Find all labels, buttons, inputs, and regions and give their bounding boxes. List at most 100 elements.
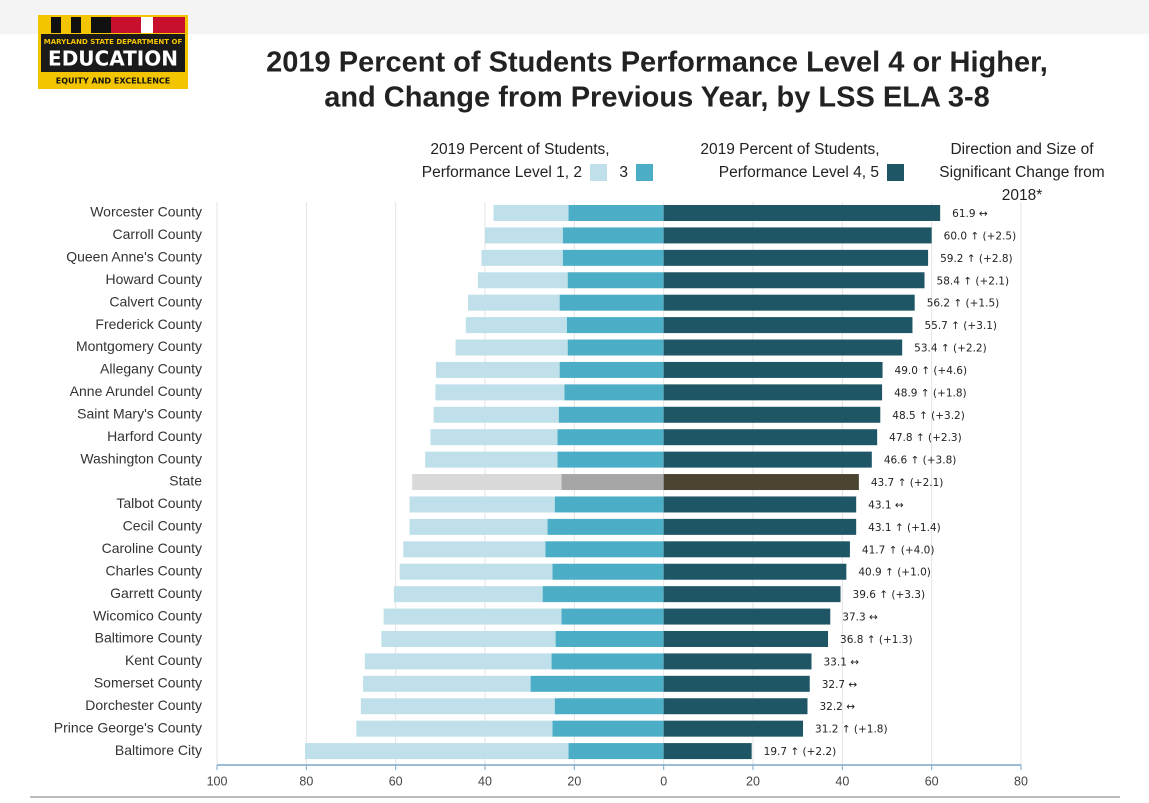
x-tick-label: 20 [746,774,760,788]
category-label: Prince George's County [54,719,202,735]
category-label: Wicomico County [93,607,202,623]
category-label: Talbot County [116,495,202,511]
value-label: 46.6 ↑ (+3.8) [884,455,957,467]
bar-segment [663,518,857,535]
bar-segment [381,630,556,647]
bar-segment [530,675,664,692]
bar-segment [663,272,925,289]
bar-segment [364,653,552,670]
legend-title: 2019 Percent of Students, [700,141,879,158]
legend-title: 2019 Percent of Students, [430,141,609,158]
bar-segment [551,653,664,670]
value-label: 40.9 ↑ (+1.0) [858,567,931,579]
bar-segment [403,541,546,558]
bar-segment [663,317,913,334]
flag-stripe [81,17,91,33]
category-label: Baltimore County [95,630,202,646]
x-tick-label: 60 [925,774,939,788]
bar-segment [555,630,664,647]
bar-segment [663,205,941,221]
bar-segment [383,608,562,625]
x-tick-label: 20 [567,774,581,788]
legend-label: 3 [619,164,628,181]
value-label: 56.2 ↑ (+1.5) [927,298,1000,310]
logo-body [41,34,185,72]
bar-segment [663,675,810,692]
bar-segment [663,563,847,580]
bar-segment [559,294,664,311]
flag-stripe [41,17,51,33]
category-label: Saint Mary's County [77,405,202,421]
bar-segment [554,496,664,513]
bar-segment [435,361,560,378]
category-label: Howard County [106,271,203,287]
legend-label: Performance Level 4, 5 [719,164,879,181]
bar-segment [663,406,881,423]
x-tick-label: 60 [389,774,403,788]
bar-segment [360,698,555,715]
x-tick-label: 80 [1014,774,1028,788]
category-label: Caroline County [102,540,202,556]
value-label: 47.8 ↑ (+2.3) [889,432,962,444]
value-label: 32.2 ↔ [819,701,855,713]
x-tick-label: 0 [660,774,667,788]
bar-segment [568,205,664,221]
category-label: Worcester County [90,204,202,220]
bar-segment [409,518,548,535]
legend-swatch [590,164,607,181]
value-label: 37.3 ↔ [842,612,878,624]
bar-segment [663,227,932,244]
bar-segment [564,384,664,401]
category-label: Montgomery County [76,338,202,354]
bar-segment [493,205,569,221]
bar-segment [663,653,812,670]
value-label: 58.4 ↑ (+2.1) [937,275,1010,287]
bar-segment [409,496,555,513]
value-label: 59.2 ↑ (+2.8) [940,253,1013,265]
value-label: 36.8 ↑ (+1.3) [840,634,913,646]
category-label: Dorchester County [85,697,202,713]
flag-cross [141,17,153,33]
bar-segment [304,743,569,760]
flag-stripe [61,17,71,33]
value-label: 32.7 ↔ [822,679,858,691]
bar-segment [356,720,553,737]
category-label: Cecil County [123,518,202,534]
bar-segment [363,675,531,692]
value-label: 61.9 ↔ [952,208,988,220]
x-tick-label: 40 [835,774,849,788]
bar-segment [663,384,883,401]
bar-segment [481,249,563,266]
bar-segment [425,451,558,468]
x-tick-label: 80 [299,774,313,788]
value-label: 33.1 ↔ [824,656,860,668]
value-label: 43.1 ↑ (+1.4) [868,522,941,534]
value-label: 43.7 ↑ (+2.1) [871,477,944,489]
value-label: 55.7 ↑ (+3.1) [924,320,997,332]
bar-segment [663,698,808,715]
bar-segment [465,317,567,334]
category-label: Garrett County [110,585,202,601]
bar-segment [558,406,664,423]
bar-segment [663,586,841,603]
value-label: 49.0 ↑ (+4.6) [895,365,968,377]
category-label: Carroll County [113,226,202,242]
bar-segment [663,294,915,311]
x-tick-label: 100 [207,774,228,788]
bar-segment [552,720,664,737]
value-label: 60.0 ↑ (+2.5) [944,230,1017,242]
bar-segment [663,474,859,491]
legend-swatch [887,164,904,181]
category-label: Queen Anne's County [66,249,202,265]
category-label: Harford County [107,428,202,444]
chart-subtitle: and Change from Previous Year, by LSS EL… [324,82,990,114]
bar-segment [455,339,568,356]
bar-segment [561,474,664,491]
bar-segment [566,317,664,334]
flag-black [41,17,111,33]
bar-segment [393,586,543,603]
bar-segment [552,563,664,580]
bar-segment [663,249,929,266]
value-label: 41.7 ↑ (+4.0) [862,544,935,556]
